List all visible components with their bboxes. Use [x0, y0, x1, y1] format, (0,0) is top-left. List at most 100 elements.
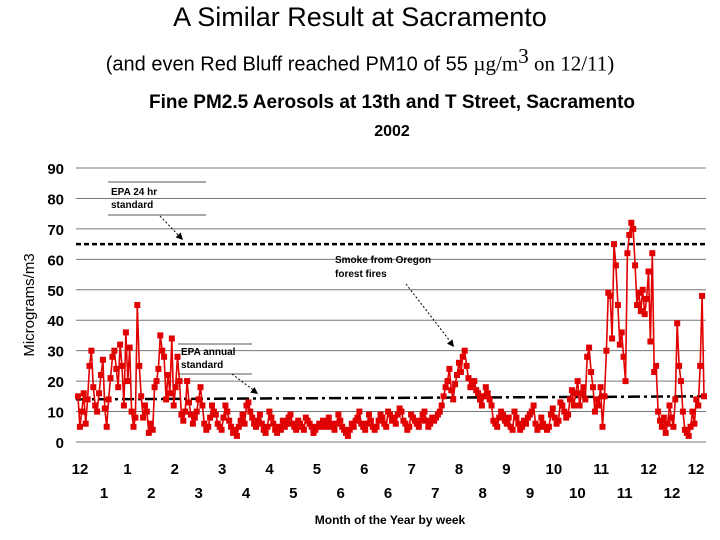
data-point: [461, 347, 468, 354]
x-tick-label: 2: [171, 461, 179, 478]
x-tick-label: 1: [123, 461, 131, 478]
x-tick-label: 9: [526, 485, 534, 502]
data-point: [325, 414, 332, 421]
data-point: [398, 408, 405, 415]
data-point: [658, 423, 665, 430]
data-point: [212, 411, 219, 418]
data-point: [119, 362, 125, 369]
data-point: [205, 423, 212, 430]
y-tick-labels: 0 10 20 30 40 50 60 70 80 90: [47, 161, 64, 452]
annotation-text: standard: [111, 200, 153, 211]
subtitle-unit-exponent: 3: [518, 44, 529, 68]
data-point: [241, 420, 248, 427]
data-point: [287, 411, 294, 418]
y-tick-label: 50: [47, 283, 64, 300]
data-point: [697, 362, 704, 369]
data-point: [660, 414, 667, 421]
data-point: [214, 420, 221, 427]
data-point: [159, 347, 166, 354]
data-point: [438, 402, 445, 409]
subtitle-suffix: on 12/11): [528, 51, 615, 76]
data-point: [354, 414, 361, 421]
data-point: [344, 432, 351, 439]
data-point: [358, 420, 365, 427]
data-point: [96, 390, 103, 397]
data-point: [228, 423, 235, 430]
data-point: [373, 423, 380, 430]
y-tick-label: 40: [47, 313, 64, 330]
data-point: [567, 396, 573, 403]
data-point: [124, 378, 131, 385]
data-point: [251, 420, 258, 427]
annotation-arrow: [159, 215, 183, 240]
data-point: [536, 423, 543, 430]
data-point: [480, 393, 487, 400]
data-point: [459, 353, 466, 360]
data-point: [452, 381, 459, 388]
data-point: [545, 423, 552, 430]
x-tick-label: 1: [100, 485, 108, 502]
data-point: [607, 292, 614, 299]
data-point: [191, 414, 198, 421]
data-point: [478, 402, 485, 409]
data-point: [505, 414, 512, 421]
data-point: [446, 365, 453, 372]
data-point: [147, 420, 154, 427]
data-point: [657, 417, 663, 424]
x-tick-label: 8: [478, 485, 486, 502]
data-point: [199, 402, 206, 409]
data-point: [387, 411, 393, 418]
data-point: [132, 414, 139, 421]
data-point: [413, 420, 420, 427]
x-tick-label: 9: [502, 461, 510, 478]
data-point: [220, 414, 227, 421]
data-point: [486, 396, 493, 403]
data-point: [209, 402, 215, 409]
data-point: [632, 262, 639, 269]
data-point: [622, 378, 629, 385]
data-point: [603, 347, 610, 354]
data-point: [195, 396, 202, 403]
data-point: [559, 402, 566, 409]
data-point: [239, 411, 246, 418]
data-point: [310, 429, 317, 436]
data-point: [153, 378, 160, 385]
data-point: [691, 420, 698, 427]
data-point: [262, 429, 269, 436]
x-tick-label: 4: [242, 485, 251, 502]
data-point: [235, 423, 242, 430]
data-point: [427, 420, 434, 427]
data-point: [448, 387, 455, 394]
data-point: [327, 420, 334, 427]
data-point: [457, 369, 464, 375]
x-tick-label: 2: [147, 485, 155, 502]
data-point: [431, 417, 438, 424]
data-point: [331, 426, 338, 433]
data-point: [595, 402, 602, 409]
x-tick-label: 7: [431, 485, 439, 502]
data-point: [352, 417, 359, 424]
data-point: [477, 396, 483, 403]
data-point: [323, 423, 330, 430]
data-point: [454, 372, 460, 378]
data-point: [367, 417, 374, 424]
data-point: [591, 408, 598, 415]
data-point: [392, 420, 399, 427]
x-tick-label: 6: [336, 485, 344, 502]
data-point: [415, 423, 422, 430]
x-tick-label: 4: [265, 461, 274, 478]
data-point: [410, 414, 416, 421]
data-point: [678, 378, 684, 385]
data-point: [348, 420, 355, 427]
data-point: [482, 384, 489, 391]
data-point: [655, 408, 662, 415]
y-tick-label: 70: [47, 222, 64, 239]
data-point: [103, 423, 110, 430]
data-point: [140, 414, 147, 421]
data-point: [281, 423, 288, 430]
y-tick-label: 20: [47, 374, 64, 391]
data-point: [362, 426, 369, 433]
data-point: [653, 362, 660, 369]
data-point: [264, 423, 271, 430]
data-point: [645, 268, 652, 275]
